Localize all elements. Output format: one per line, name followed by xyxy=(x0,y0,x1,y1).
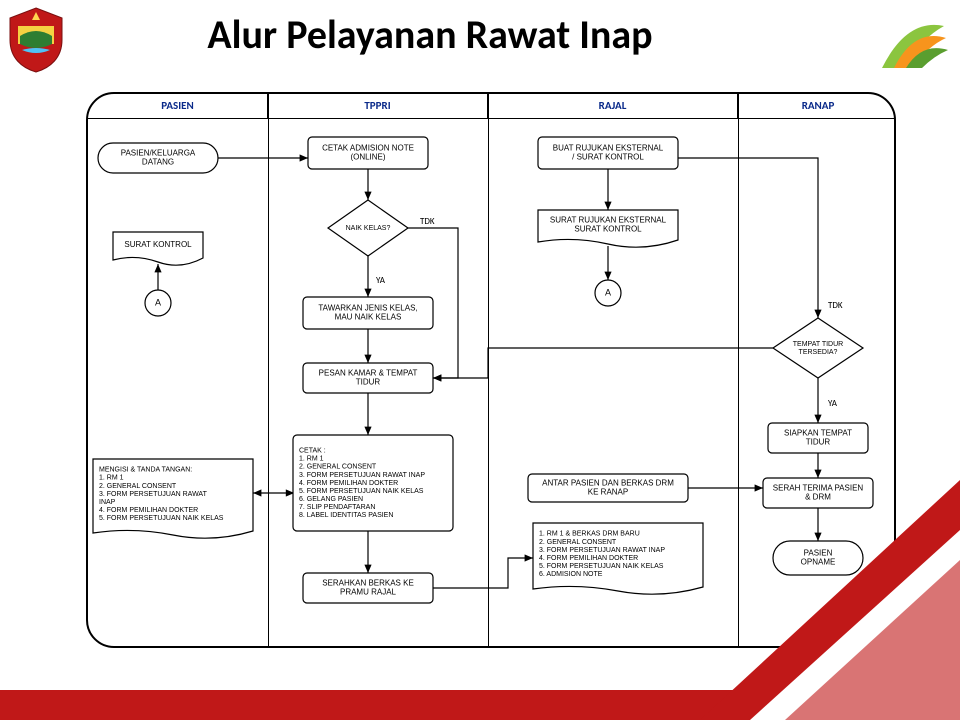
svg-text:YA: YA xyxy=(828,398,838,409)
svg-text:MAU NAIK KELAS: MAU NAIK KELAS xyxy=(335,313,402,322)
svg-text:3. FORM PERSETUJUAN RAWAT INAP: 3. FORM PERSETUJUAN RAWAT INAP xyxy=(539,547,665,554)
svg-text:ANTAR PASIEN DAN BERKAS DRM: ANTAR PASIEN DAN BERKAS DRM xyxy=(542,479,674,488)
node-serah: SERAHKAN BERKAS KEPRAMU RAJAL xyxy=(303,573,433,603)
node-a2: A xyxy=(595,280,621,306)
svg-text:1. RM 1: 1. RM 1 xyxy=(299,456,324,463)
svg-text:TDK: TDK xyxy=(828,300,843,311)
svg-text:3. FORM PERSETUJUAN RAWAT INAP: 3. FORM PERSETUJUAN RAWAT INAP xyxy=(299,472,425,479)
svg-text:MENGISI & TANDA TANGAN:: MENGISI & TANDA TANGAN: xyxy=(99,467,192,474)
svg-text:6. GELANG PASIEN: 6. GELANG PASIEN xyxy=(299,496,363,503)
node-siapkan: SIAPKAN TEMPATTIDUR xyxy=(768,423,868,453)
svg-text:TDK: TDK xyxy=(420,216,435,227)
svg-text:6. ADMISION NOTE: 6. ADMISION NOTE xyxy=(539,571,603,578)
svg-text:SURAT RUJUKAN EKSTERNAL: SURAT RUJUKAN EKSTERNAL xyxy=(550,216,667,225)
svg-text:5. FORM PERSETUJUAN NAIK KELAS: 5. FORM PERSETUJUAN NAIK KELAS xyxy=(539,563,664,570)
node-mengisi: MENGISI & TANDA TANGAN:1. RM 12. GENERAL… xyxy=(93,459,253,538)
svg-text:TIDUR: TIDUR xyxy=(806,438,831,447)
svg-text:5. FORM PERSETUJUAN NAIK KELAS: 5. FORM PERSETUJUAN NAIK KELAS xyxy=(299,488,424,495)
svg-text:SERAHKAN BERKAS KE: SERAHKAN BERKAS KE xyxy=(322,579,414,588)
node-rmlist: 1. RM 1 & BERKAS DRM BARU2. GENERAL CONS… xyxy=(533,523,703,594)
svg-text:KE RANAP: KE RANAP xyxy=(588,488,628,497)
svg-text:DATANG: DATANG xyxy=(142,158,174,167)
svg-text:8. LABEL IDENTITAS PASIEN: 8. LABEL IDENTITAS PASIEN xyxy=(299,512,393,519)
svg-text:4. FORM PEMILIHAN DOKTER: 4. FORM PEMILIHAN DOKTER xyxy=(539,555,638,562)
lane-header: TPPRI xyxy=(268,94,488,118)
lane-header: RAJAL xyxy=(488,94,738,118)
svg-text:4. FORM PEMILIHAN DOKTER: 4. FORM PEMILIHAN DOKTER xyxy=(299,480,398,487)
node-cetakadm: CETAK ADMISION NOTE(ONLINE) xyxy=(308,137,428,169)
svg-text:CETAK :: CETAK : xyxy=(299,448,326,455)
svg-text:BUAT RUJUKAN EKSTERNAL: BUAT RUJUKAN EKSTERNAL xyxy=(553,144,664,153)
node-cetaklist: CETAK :1. RM 12. GENERAL CONSENT3. FORM … xyxy=(293,435,453,531)
lane-header: RANAP xyxy=(738,94,898,118)
svg-text:YA: YA xyxy=(376,275,386,286)
svg-text:7. SLIP PENDAFTARAN: 7. SLIP PENDAFTARAN xyxy=(299,504,375,511)
svg-text:1. RM 1 & BERKAS DRM BARU: 1. RM 1 & BERKAS DRM BARU xyxy=(539,531,640,538)
node-tawar: TAWARKAN JENIS KELAS,MAU NAIK KELAS xyxy=(303,297,433,329)
page-title: Alur Pelayanan Rawat Inap xyxy=(120,10,740,59)
svg-text:3. FORM PERSETUJUAN RAWAT: 3. FORM PERSETUJUAN RAWAT xyxy=(99,491,208,498)
svg-text:TIDUR: TIDUR xyxy=(356,378,381,387)
svg-text:CETAK ADMISION NOTE: CETAK ADMISION NOTE xyxy=(322,144,414,153)
node-start: PASIEN/KELUARGADATANG xyxy=(98,143,218,173)
svg-text:PRAMU RAJAL: PRAMU RAJAL xyxy=(340,588,397,597)
svg-text:1. RM 1: 1. RM 1 xyxy=(99,475,124,482)
node-a1: A xyxy=(145,290,171,316)
leaf-logo-icon xyxy=(872,8,950,76)
svg-text:PESAN KAMAR & TEMPAT: PESAN KAMAR & TEMPAT xyxy=(319,369,418,378)
provincial-emblem-icon xyxy=(6,6,66,74)
svg-text:(ONLINE): (ONLINE) xyxy=(350,153,385,162)
svg-text:NAIK KELAS?: NAIK KELAS? xyxy=(346,225,391,232)
svg-text:SURAT KONTROL: SURAT KONTROL xyxy=(124,240,192,249)
svg-text:SURAT KONTROL: SURAT KONTROL xyxy=(574,225,642,234)
node-buat: BUAT RUJUKAN EKSTERNAL/ SURAT KONTROL xyxy=(538,137,678,169)
svg-text:A: A xyxy=(605,287,611,297)
svg-text:4. FORM PEMILIHAN DOKTER: 4. FORM PEMILIHAN DOKTER xyxy=(99,507,198,514)
svg-text:2. GENERAL CONSENT: 2. GENERAL CONSENT xyxy=(299,464,377,471)
svg-text:PASIEN/KELUARGA: PASIEN/KELUARGA xyxy=(121,149,196,158)
svg-text:INAP: INAP xyxy=(99,499,116,506)
node-tempat: TEMPAT TIDURTERSEDIA? xyxy=(773,318,863,378)
svg-text:/ SURAT KONTROL: / SURAT KONTROL xyxy=(572,153,644,162)
node-naik: NAIK KELAS? xyxy=(328,200,408,256)
svg-text:TERSEDIA?: TERSEDIA? xyxy=(799,349,838,356)
node-pesan: PESAN KAMAR & TEMPATTIDUR xyxy=(303,363,433,393)
svg-text:2. GENERAL CONSENT: 2. GENERAL CONSENT xyxy=(539,539,617,546)
svg-text:5. FORM PERSETUJUAN NAIK KELAS: 5. FORM PERSETUJUAN NAIK KELAS xyxy=(99,515,224,522)
svg-text:TEMPAT TIDUR: TEMPAT TIDUR xyxy=(793,341,843,348)
svg-text:TAWARKAN JENIS KELAS,: TAWARKAN JENIS KELAS, xyxy=(318,304,417,313)
lane-header: PASIEN xyxy=(88,94,268,118)
node-suratdoc: SURAT RUJUKAN EKSTERNALSURAT KONTROL xyxy=(538,210,678,247)
svg-text:2. GENERAL CONSENT: 2. GENERAL CONSENT xyxy=(99,483,177,490)
svg-text:A: A xyxy=(155,297,161,307)
node-antar: ANTAR PASIEN DAN BERKAS DRMKE RANAP xyxy=(528,474,688,502)
node-surat: SURAT KONTROL xyxy=(113,232,203,265)
svg-text:SIAPKAN TEMPAT: SIAPKAN TEMPAT xyxy=(784,429,852,438)
